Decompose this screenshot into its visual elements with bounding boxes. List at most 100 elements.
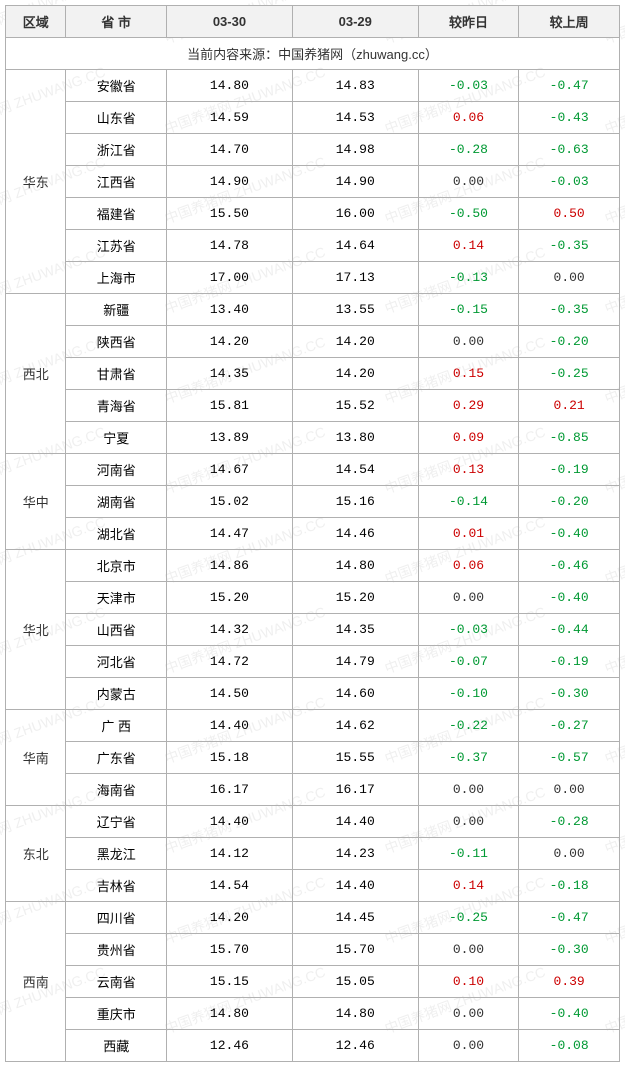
date2-cell: 16.00 [292,198,418,230]
date2-cell: 14.40 [292,806,418,838]
region-cell: 西北 [6,294,66,454]
date1-cell: 14.90 [167,166,293,198]
table-row: 吉林省14.5414.400.14-0.18 [6,870,620,902]
vs-lastweek-cell: -0.25 [519,358,620,390]
province-cell: 河南省 [66,454,167,486]
vs-yesterday-cell: -0.10 [418,678,519,710]
province-cell: 海南省 [66,774,167,806]
vs-yesterday-cell: -0.37 [418,742,519,774]
date2-cell: 14.23 [292,838,418,870]
vs-yesterday-cell: 0.00 [418,774,519,806]
region-cell: 华中 [6,454,66,550]
date2-cell: 14.80 [292,998,418,1030]
vs-lastweek-cell: -0.20 [519,326,620,358]
date2-cell: 17.13 [292,262,418,294]
date1-cell: 14.72 [167,646,293,678]
date2-cell: 14.20 [292,326,418,358]
province-cell: 山西省 [66,614,167,646]
province-cell: 贵州省 [66,934,167,966]
date1-cell: 14.35 [167,358,293,390]
vs-yesterday-cell: 0.00 [418,806,519,838]
region-cell: 华南 [6,710,66,806]
table-row: 宁夏13.8913.800.09-0.85 [6,422,620,454]
province-cell: 宁夏 [66,422,167,454]
vs-yesterday-cell: 0.13 [418,454,519,486]
province-cell: 安徽省 [66,70,167,102]
province-cell: 四川省 [66,902,167,934]
vs-yesterday-cell: 0.14 [418,230,519,262]
province-cell: 江西省 [66,166,167,198]
vs-yesterday-cell: 0.15 [418,358,519,390]
date1-cell: 14.47 [167,518,293,550]
region-cell: 华东 [6,70,66,294]
province-cell: 新疆 [66,294,167,326]
source-text: 当前内容来源：中国养猪网（zhuwang.cc） [6,38,620,70]
table-row: 重庆市14.8014.800.00-0.40 [6,998,620,1030]
vs-yesterday-cell: 0.10 [418,966,519,998]
vs-lastweek-cell: -0.46 [519,550,620,582]
date2-cell: 14.90 [292,166,418,198]
vs-yesterday-cell: -0.03 [418,614,519,646]
date2-cell: 14.83 [292,70,418,102]
region-cell: 华北 [6,550,66,710]
date1-cell: 14.59 [167,102,293,134]
date1-cell: 15.81 [167,390,293,422]
vs-lastweek-cell: -0.18 [519,870,620,902]
vs-lastweek-cell: -0.35 [519,294,620,326]
vs-lastweek-cell: 0.00 [519,774,620,806]
vs-yesterday-cell: -0.28 [418,134,519,166]
date1-cell: 15.70 [167,934,293,966]
date1-cell: 14.80 [167,998,293,1030]
date2-cell: 14.60 [292,678,418,710]
date1-cell: 13.40 [167,294,293,326]
date2-cell: 15.05 [292,966,418,998]
date1-cell: 15.02 [167,486,293,518]
table-body: 当前内容来源：中国养猪网（zhuwang.cc） 华东安徽省14.8014.83… [6,38,620,1062]
table-row: 西南四川省14.2014.45-0.25-0.47 [6,902,620,934]
date1-cell: 14.20 [167,326,293,358]
table-row: 东北辽宁省14.4014.400.00-0.28 [6,806,620,838]
date1-cell: 14.78 [167,230,293,262]
date2-cell: 14.46 [292,518,418,550]
table-row: 山东省14.5914.530.06-0.43 [6,102,620,134]
date2-cell: 15.70 [292,934,418,966]
vs-lastweek-cell: -0.43 [519,102,620,134]
vs-yesterday-cell: 0.00 [418,582,519,614]
vs-yesterday-cell: 0.00 [418,998,519,1030]
date2-cell: 16.17 [292,774,418,806]
source-row: 当前内容来源：中国养猪网（zhuwang.cc） [6,38,620,70]
date2-cell: 15.20 [292,582,418,614]
date2-cell: 14.98 [292,134,418,166]
date2-cell: 14.40 [292,870,418,902]
price-table: 区域 省 市 03-30 03-29 较昨日 较上周 当前内容来源：中国养猪网（… [5,5,620,1062]
province-cell: 黑龙江 [66,838,167,870]
vs-yesterday-cell: 0.06 [418,102,519,134]
table-row: 华南广 西14.4014.62-0.22-0.27 [6,710,620,742]
date1-cell: 14.86 [167,550,293,582]
region-cell: 西南 [6,902,66,1062]
date1-cell: 17.00 [167,262,293,294]
vs-lastweek-cell: -0.40 [519,582,620,614]
vs-lastweek-cell: -0.20 [519,486,620,518]
date1-cell: 14.80 [167,70,293,102]
vs-lastweek-cell: -0.47 [519,902,620,934]
date2-cell: 14.20 [292,358,418,390]
date2-cell: 14.53 [292,102,418,134]
table-row: 青海省15.8115.520.290.21 [6,390,620,422]
vs-yesterday-cell: -0.07 [418,646,519,678]
province-cell: 辽宁省 [66,806,167,838]
date1-cell: 15.20 [167,582,293,614]
province-cell: 吉林省 [66,870,167,902]
table-row: 湖南省15.0215.16-0.14-0.20 [6,486,620,518]
date2-cell: 14.45 [292,902,418,934]
vs-yesterday-cell: 0.06 [418,550,519,582]
table-row: 西北新疆13.4013.55-0.15-0.35 [6,294,620,326]
province-cell: 山东省 [66,102,167,134]
table-row: 华北北京市14.8614.800.06-0.46 [6,550,620,582]
date1-cell: 14.50 [167,678,293,710]
vs-yesterday-cell: -0.11 [418,838,519,870]
vs-yesterday-cell: 0.01 [418,518,519,550]
header-date1: 03-30 [167,6,293,38]
date2-cell: 14.64 [292,230,418,262]
province-cell: 重庆市 [66,998,167,1030]
